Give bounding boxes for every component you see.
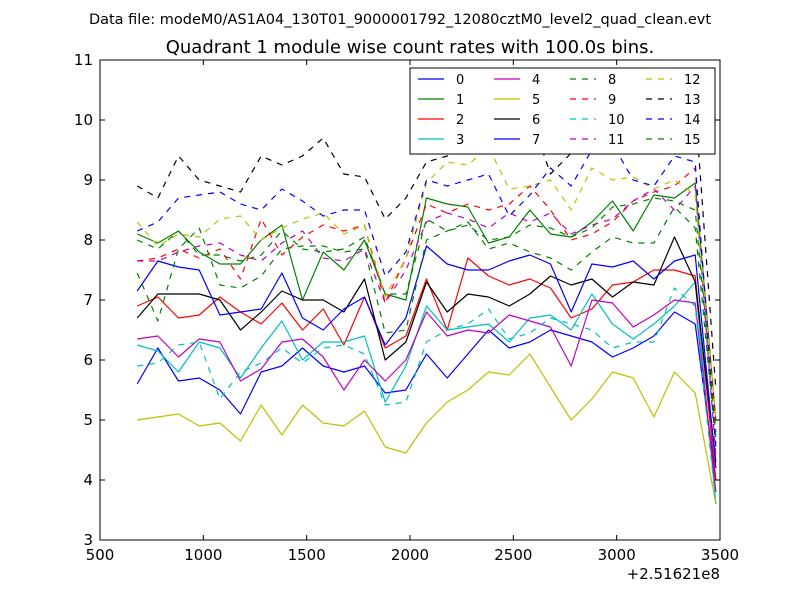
chart-title: Quadrant 1 module wise count rates with … <box>166 37 655 58</box>
x-tick-label: 2500 <box>494 546 532 564</box>
series-line-8 <box>136 206 717 445</box>
series-line-15 <box>136 197 717 439</box>
legend-label-14: 14 <box>684 113 701 128</box>
legend-label-6: 6 <box>532 113 540 128</box>
legend-box <box>409 67 716 155</box>
y-tick-label: 11 <box>74 51 93 69</box>
legend-label-4: 4 <box>532 73 540 88</box>
series-line-0 <box>136 311 717 481</box>
y-tick-label: 10 <box>74 111 93 129</box>
legend-label-13: 13 <box>684 93 701 108</box>
x-offset-label: +2.51621e8 <box>627 565 720 583</box>
x-tick-label: 2000 <box>391 546 429 564</box>
series-line-6 <box>136 236 717 463</box>
y-tick-label: 7 <box>83 291 93 309</box>
x-tick-label: 500 <box>86 546 115 564</box>
y-tick-label: 4 <box>83 471 93 489</box>
legend-label-15: 15 <box>684 133 701 148</box>
legend-label-0: 0 <box>456 73 464 88</box>
legend-label-3: 3 <box>456 133 464 148</box>
legend-label-9: 9 <box>608 93 616 108</box>
series-line-1 <box>136 182 717 421</box>
figure-suptitle: Data file: modeM0/AS1A04_130T01_90000017… <box>89 12 711 28</box>
series-line-5 <box>137 353 717 505</box>
legend-label-11: 11 <box>608 133 625 148</box>
legend-label-12: 12 <box>684 73 701 88</box>
series-line-7 <box>136 245 717 469</box>
series-line-10 <box>137 287 717 505</box>
series-line-11 <box>137 185 717 457</box>
y-tick-label: 6 <box>83 351 93 369</box>
y-tick-label: 3 <box>83 531 93 549</box>
x-tick-label: 3500 <box>701 546 739 564</box>
legend-label-5: 5 <box>532 93 540 108</box>
series-line-2 <box>136 257 717 481</box>
y-tick-label: 9 <box>83 171 93 189</box>
legend-label-8: 8 <box>608 73 616 88</box>
series-line-9 <box>137 167 717 433</box>
series-line-12 <box>136 146 717 421</box>
series-line-4 <box>137 299 717 493</box>
legend-label-2: 2 <box>456 113 464 128</box>
x-tick-label: 1500 <box>288 546 326 564</box>
y-tick-label: 5 <box>83 411 93 429</box>
x-tick-label: 3000 <box>598 546 636 564</box>
plot-series <box>136 104 717 505</box>
legend-label-1: 1 <box>456 93 464 108</box>
x-tick-label: 1000 <box>184 546 222 564</box>
legend-label-10: 10 <box>608 113 625 128</box>
y-tick-label: 8 <box>83 231 93 249</box>
legend-label-7: 7 <box>532 133 540 148</box>
series-line-14 <box>136 143 717 451</box>
